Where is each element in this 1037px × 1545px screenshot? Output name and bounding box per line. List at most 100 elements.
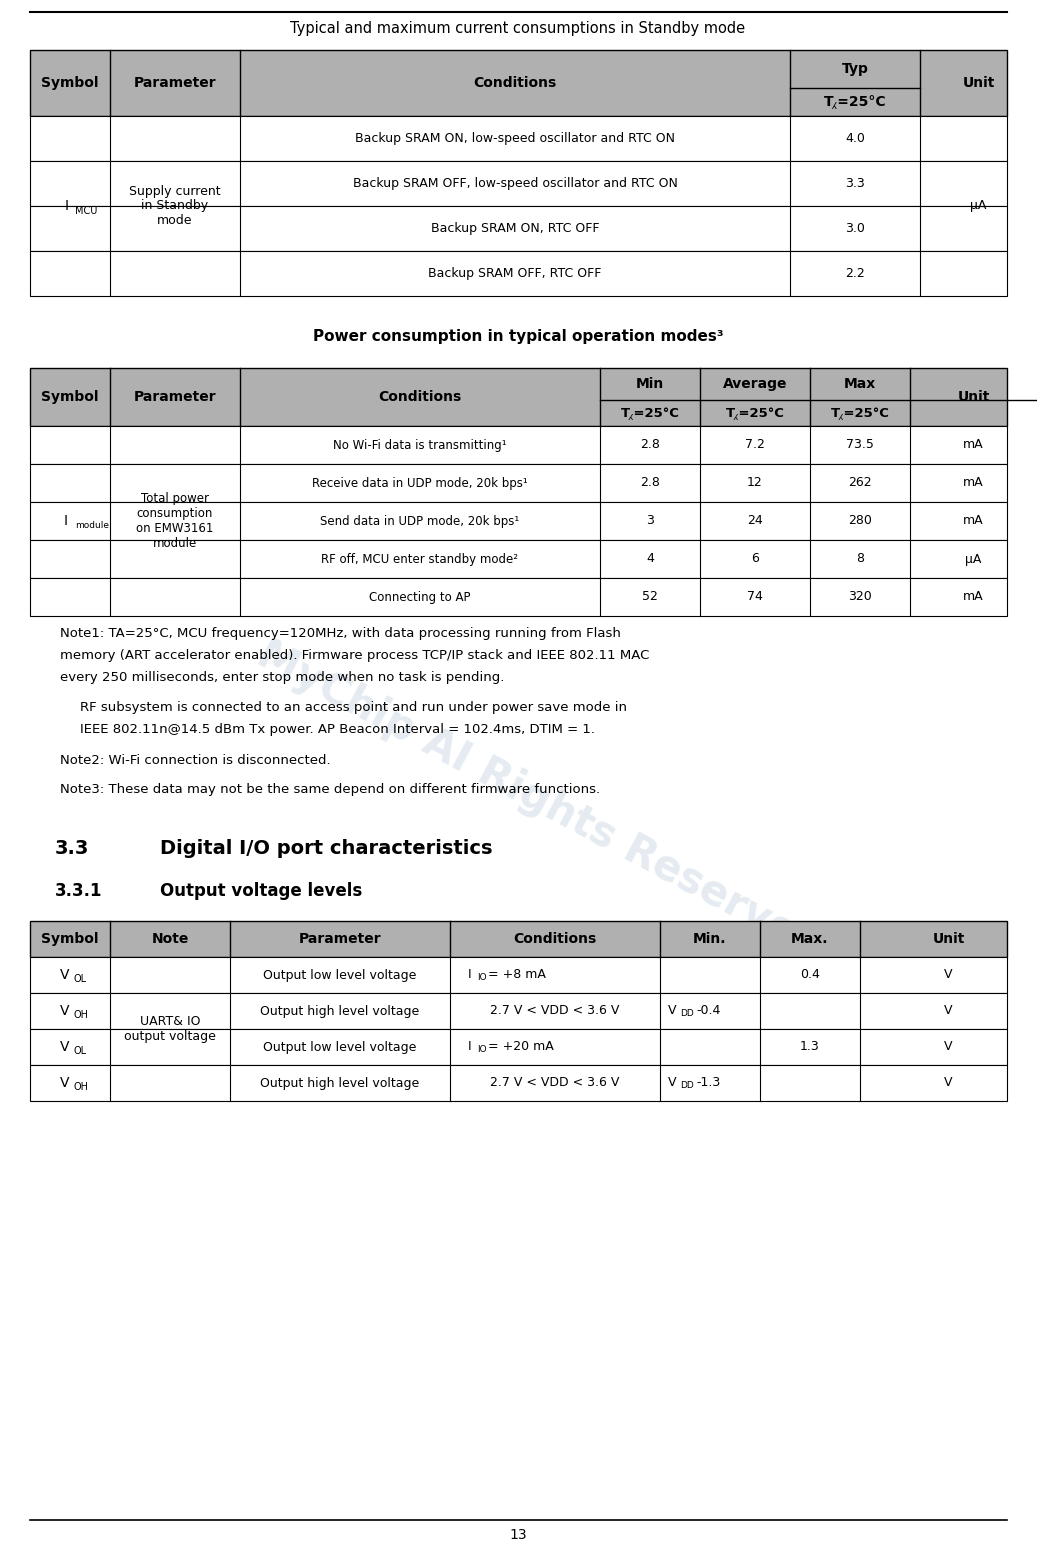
Text: Typical and maximum current consumptions in Standby mode: Typical and maximum current consumptions… — [290, 20, 746, 36]
Text: 3.0: 3.0 — [845, 222, 865, 235]
Text: OL: OL — [74, 973, 87, 984]
Text: V: V — [60, 1075, 69, 1091]
Text: V: V — [945, 1077, 953, 1089]
Text: mA: mA — [963, 439, 984, 451]
Text: V: V — [668, 1004, 676, 1018]
Text: Backup SRAM OFF, RTC OFF: Backup SRAM OFF, RTC OFF — [428, 267, 601, 280]
Text: memory (ART accelerator enabled). Firmware process TCP/IP stack and IEEE 802.11 : memory (ART accelerator enabled). Firmwa… — [60, 649, 649, 663]
Text: I: I — [468, 969, 472, 981]
Text: Note3: These data may not be the same depend on different firmware functions.: Note3: These data may not be the same de… — [60, 783, 600, 797]
Text: Min: Min — [636, 377, 664, 391]
Text: Output voltage levels: Output voltage levels — [160, 882, 362, 901]
Text: every 250 milliseconds, enter stop mode when no task is pending.: every 250 milliseconds, enter stop mode … — [60, 672, 504, 684]
Text: OH: OH — [74, 1010, 89, 1020]
Text: MyChip AI Rights Reserved: MyChip AI Rights Reserved — [250, 632, 830, 967]
Text: V: V — [945, 1040, 953, 1054]
Bar — [30, 368, 1007, 426]
Text: T⁁=25°C: T⁁=25°C — [823, 94, 887, 110]
Text: Note: Note — [151, 932, 189, 946]
Text: V: V — [60, 1040, 69, 1054]
Text: I: I — [65, 199, 69, 213]
Text: I: I — [64, 514, 68, 528]
Text: DD: DD — [680, 1082, 694, 1091]
Text: mA: mA — [963, 514, 984, 527]
Text: Unit: Unit — [957, 389, 989, 403]
Text: mA: mA — [963, 590, 984, 604]
Text: UART& IO
output voltage: UART& IO output voltage — [124, 1015, 216, 1043]
Text: Total power
consumption
on EMW3161
module: Total power consumption on EMW3161 modul… — [136, 491, 214, 550]
Text: = +20 mA: = +20 mA — [488, 1040, 554, 1054]
Text: 13: 13 — [509, 1528, 527, 1542]
Text: 52: 52 — [642, 590, 657, 604]
Text: DD: DD — [680, 1009, 694, 1018]
Text: μA: μA — [965, 553, 982, 565]
Bar — [30, 956, 1007, 993]
Text: Receive data in UDP mode, 20k bps¹: Receive data in UDP mode, 20k bps¹ — [312, 476, 528, 490]
Bar — [30, 250, 1007, 297]
Text: Supply current
in Standby
mode: Supply current in Standby mode — [130, 184, 221, 227]
Bar — [30, 205, 1007, 250]
Text: Max: Max — [844, 377, 876, 391]
Text: mA: mA — [963, 476, 984, 490]
Text: 3: 3 — [646, 514, 654, 527]
Text: T⁁=25°C: T⁁=25°C — [831, 406, 890, 420]
Text: Digital I/O port characteristics: Digital I/O port characteristics — [160, 839, 493, 859]
Text: Backup SRAM OFF, low-speed oscillator and RTC ON: Backup SRAM OFF, low-speed oscillator an… — [353, 178, 677, 190]
Text: 3.3: 3.3 — [55, 839, 89, 859]
Text: Connecting to AP: Connecting to AP — [369, 590, 471, 604]
Text: MCU: MCU — [75, 205, 97, 216]
Text: 4: 4 — [646, 553, 654, 565]
Text: = +8 mA: = +8 mA — [488, 969, 545, 981]
Bar — [30, 541, 1007, 578]
Text: 2.7 V < VDD < 3.6 V: 2.7 V < VDD < 3.6 V — [491, 1004, 620, 1018]
Text: RF subsystem is connected to an access point and run under power save mode in: RF subsystem is connected to an access p… — [80, 701, 627, 714]
Text: T⁁=25°C: T⁁=25°C — [726, 406, 784, 420]
Bar — [30, 502, 1007, 541]
Text: 3.3.1: 3.3.1 — [55, 882, 103, 901]
Text: Unit: Unit — [932, 932, 964, 946]
Bar — [30, 921, 1007, 956]
Bar — [30, 426, 1007, 463]
Text: Symbol: Symbol — [41, 932, 99, 946]
Bar — [30, 116, 1007, 161]
Bar — [30, 49, 1007, 116]
Text: -0.4: -0.4 — [696, 1004, 721, 1018]
Text: T⁁=25°C: T⁁=25°C — [620, 406, 679, 420]
Text: 7.2: 7.2 — [745, 439, 765, 451]
Text: 1.3: 1.3 — [801, 1040, 820, 1054]
Text: module: module — [75, 522, 109, 530]
Text: No Wi-Fi data is transmitting¹: No Wi-Fi data is transmitting¹ — [333, 439, 507, 451]
Text: IO: IO — [477, 1046, 486, 1055]
Bar — [30, 1065, 1007, 1102]
Bar — [30, 1029, 1007, 1065]
Text: Symbol: Symbol — [41, 76, 99, 90]
Text: V: V — [60, 969, 69, 983]
Text: 2.8: 2.8 — [640, 439, 660, 451]
Text: Output high level voltage: Output high level voltage — [260, 1004, 420, 1018]
Bar — [30, 578, 1007, 616]
Text: Note1: TA=25°C, MCU frequency=120MHz, with data processing running from Flash: Note1: TA=25°C, MCU frequency=120MHz, wi… — [60, 627, 621, 641]
Text: Output low level voltage: Output low level voltage — [263, 969, 417, 981]
Text: V: V — [945, 969, 953, 981]
Text: Conditions: Conditions — [473, 76, 557, 90]
Text: 0.4: 0.4 — [801, 969, 820, 981]
Text: RF off, MCU enter standby mode²: RF off, MCU enter standby mode² — [321, 553, 518, 565]
Text: V: V — [60, 1004, 69, 1018]
Text: OH: OH — [74, 1082, 89, 1092]
Text: 8: 8 — [856, 553, 864, 565]
Text: Note2: Wi-Fi connection is disconnected.: Note2: Wi-Fi connection is disconnected. — [60, 754, 331, 766]
Text: 280: 280 — [848, 514, 872, 527]
Text: 320: 320 — [848, 590, 872, 604]
Text: Output high level voltage: Output high level voltage — [260, 1077, 420, 1089]
Text: Parameter: Parameter — [299, 932, 382, 946]
Text: -1.3: -1.3 — [696, 1077, 721, 1089]
Text: 73.5: 73.5 — [846, 439, 874, 451]
Text: OL: OL — [74, 1046, 87, 1055]
Text: I: I — [468, 1040, 472, 1054]
Text: V: V — [945, 1004, 953, 1018]
Text: 262: 262 — [848, 476, 872, 490]
Text: Send data in UDP mode, 20k bps¹: Send data in UDP mode, 20k bps¹ — [320, 514, 520, 527]
Text: 24: 24 — [747, 514, 763, 527]
Text: Backup SRAM ON, RTC OFF: Backup SRAM ON, RTC OFF — [430, 222, 599, 235]
Text: μA: μA — [971, 199, 986, 213]
